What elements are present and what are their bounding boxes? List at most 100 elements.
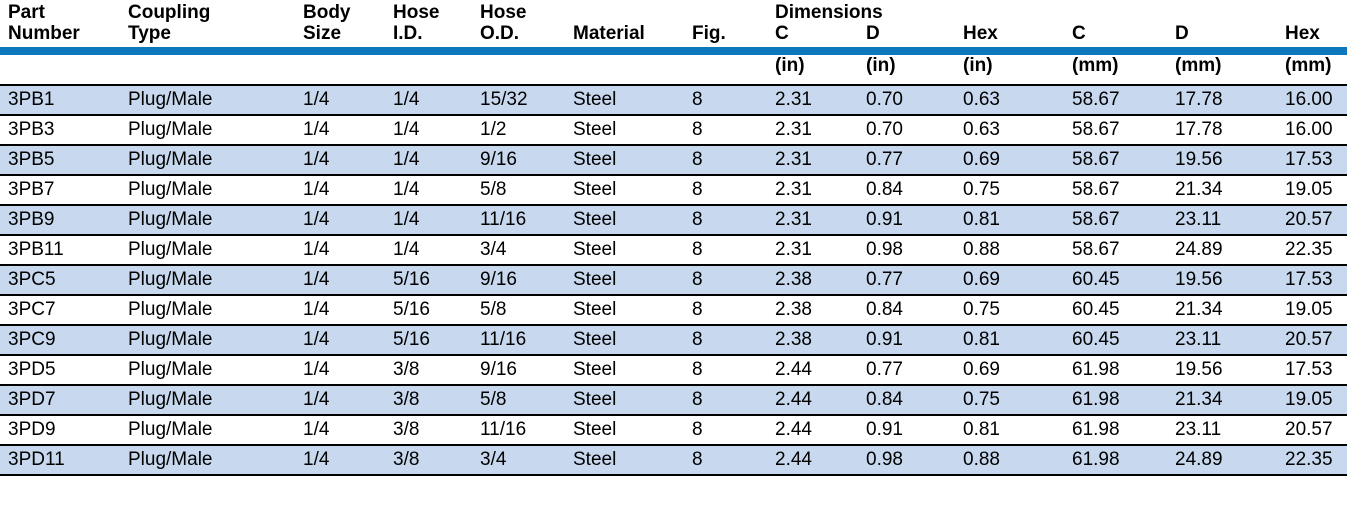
header-line2: Hex: [963, 23, 998, 44]
d-mm-cell: 19.56: [1167, 144, 1277, 175]
table-row: 3PD11 Plug/Male 1/4 3/8 3/4 Steel 8 2.44…: [0, 444, 1347, 476]
coupling-type-cell: Plug/Male: [120, 84, 295, 115]
hose-od-cell: 9/16: [472, 144, 565, 175]
hex-in-cell: 0.69: [955, 264, 1064, 295]
body-size-cell: 1/4: [295, 174, 385, 205]
hex-in-cell: 0.75: [955, 384, 1064, 415]
col-header-coupling-type: Coupling Type: [120, 0, 295, 55]
material-cell: Steel: [565, 324, 684, 355]
hose-od-cell: 5/8: [472, 174, 565, 205]
body-size-cell: 1/4: [295, 204, 385, 235]
hose-od-cell: 11/16: [472, 324, 565, 355]
hex-in-cell: 0.88: [955, 234, 1064, 265]
material-cell: Steel: [565, 354, 684, 385]
unit-cell-mm: (mm): [1175, 55, 1222, 76]
unit-cell: [472, 51, 565, 85]
c-mm-cell: 58.67: [1064, 84, 1167, 115]
part-number-cell: 3PB9: [0, 204, 120, 235]
table-row: 3PD9 Plug/Male 1/4 3/8 11/16 Steel 8 2.4…: [0, 414, 1347, 445]
header-line1: Coupling: [128, 2, 211, 23]
hex-mm-cell: 20.57: [1277, 324, 1347, 355]
body-size-cell: 1/4: [295, 384, 385, 415]
body-size-cell: 1/4: [295, 294, 385, 325]
fig-cell: 8: [684, 384, 767, 415]
hex-mm-cell: 20.57: [1277, 414, 1347, 445]
col-header-hose-id: Hose I.D.: [385, 0, 472, 55]
d-mm-cell: 24.89: [1167, 444, 1277, 476]
hose-id-cell: 5/16: [385, 264, 472, 295]
header-line2: Number: [8, 23, 80, 44]
hex-mm-cell: 16.00: [1277, 84, 1347, 115]
coupling-type-cell: Plug/Male: [120, 324, 295, 355]
material-cell: Steel: [565, 84, 684, 115]
fig-cell: 8: [684, 354, 767, 385]
c-mm-cell: 61.98: [1064, 414, 1167, 445]
unit-cell-mm: (mm): [1072, 55, 1119, 76]
d-in-cell: 0.84: [858, 174, 955, 205]
unit-cell: [565, 51, 684, 85]
units-row: (in) (in) (in) (mm) (mm) (mm): [0, 51, 1347, 85]
table-row: 3PB7 Plug/Male 1/4 1/4 5/8 Steel 8 2.31 …: [0, 174, 1347, 205]
unit-cell-in: (in): [775, 55, 805, 76]
header-line2: C: [775, 23, 789, 44]
coupling-type-cell: Plug/Male: [120, 234, 295, 265]
fig-cell: 8: [684, 294, 767, 325]
hose-od-cell: 5/8: [472, 294, 565, 325]
c-mm-cell: 60.45: [1064, 324, 1167, 355]
dimensions-group-label: Dimensions: [775, 2, 883, 23]
c-mm-cell: 58.67: [1064, 204, 1167, 235]
d-mm-cell: 21.34: [1167, 384, 1277, 415]
col-header-d-mm: D: [1167, 0, 1277, 55]
hex-mm-cell: 20.57: [1277, 204, 1347, 235]
table-row: 3PC5 Plug/Male 1/4 5/16 9/16 Steel 8 2.3…: [0, 264, 1347, 295]
hex-in-cell: 0.81: [955, 204, 1064, 235]
c-mm-cell: 58.67: [1064, 234, 1167, 265]
hose-od-cell: 1/2: [472, 114, 565, 145]
col-header-material: Material: [565, 0, 684, 55]
body-size-cell: 1/4: [295, 354, 385, 385]
hose-id-cell: 1/4: [385, 234, 472, 265]
d-mm-cell: 23.11: [1167, 414, 1277, 445]
hose-id-cell: 5/16: [385, 294, 472, 325]
hex-mm-cell: 19.05: [1277, 294, 1347, 325]
col-header-part-number: Part Number: [0, 0, 120, 55]
header-line1: Hose: [480, 2, 527, 23]
fig-cell: 8: [684, 204, 767, 235]
c-mm-cell: 58.67: [1064, 174, 1167, 205]
part-number-cell: 3PD9: [0, 414, 120, 445]
coupling-type-cell: Plug/Male: [120, 414, 295, 445]
part-number-cell: 3PC7: [0, 294, 120, 325]
d-in-cell: 0.77: [858, 264, 955, 295]
c-mm-cell: 61.98: [1064, 384, 1167, 415]
hose-id-cell: 5/16: [385, 324, 472, 355]
body-size-cell: 1/4: [295, 144, 385, 175]
c-in-cell: 2.44: [767, 384, 858, 415]
header-line2: Fig.: [692, 23, 726, 44]
fig-cell: 8: [684, 174, 767, 205]
d-mm-cell: 23.11: [1167, 324, 1277, 355]
col-header-hex-in: Hex: [955, 0, 1064, 55]
body-size-cell: 1/4: [295, 114, 385, 145]
hose-od-cell: 9/16: [472, 354, 565, 385]
c-mm-cell: 58.67: [1064, 144, 1167, 175]
col-header-fig: Fig.: [684, 0, 767, 55]
c-mm-cell: 60.45: [1064, 294, 1167, 325]
fig-cell: 8: [684, 114, 767, 145]
table-row: 3PB5 Plug/Male 1/4 1/4 9/16 Steel 8 2.31…: [0, 144, 1347, 175]
part-number-cell: 3PD5: [0, 354, 120, 385]
hose-id-cell: 1/4: [385, 204, 472, 235]
hex-mm-cell: 22.35: [1277, 444, 1347, 476]
c-mm-cell: 61.98: [1064, 354, 1167, 385]
d-mm-cell: 19.56: [1167, 264, 1277, 295]
fig-cell: 8: [684, 144, 767, 175]
material-cell: Steel: [565, 144, 684, 175]
col-header-hex-mm: Hex: [1277, 0, 1347, 55]
d-in-cell: 0.98: [858, 444, 955, 476]
unit-cell-in: (in): [963, 55, 993, 76]
hex-in-cell: 0.88: [955, 444, 1064, 476]
header-line2: Hex: [1285, 23, 1320, 44]
c-in-cell: 2.44: [767, 444, 858, 476]
hose-id-cell: 1/4: [385, 114, 472, 145]
coupling-type-cell: Plug/Male: [120, 144, 295, 175]
